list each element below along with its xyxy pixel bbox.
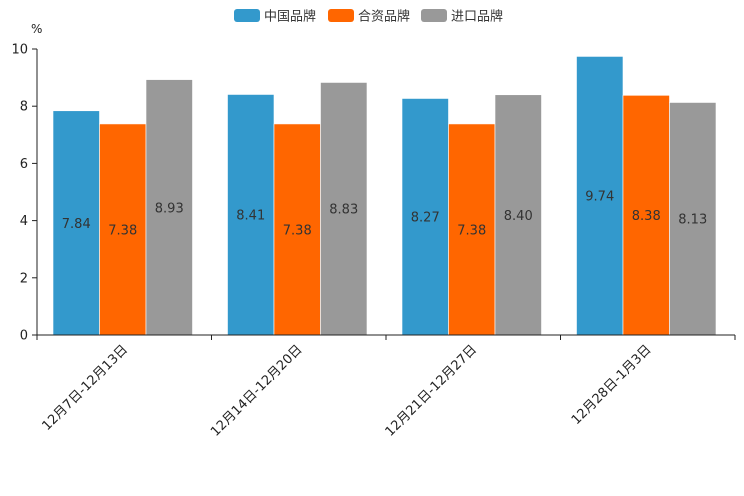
y-tick-label: 6 [20, 157, 28, 172]
x-tick-label: 12月28日-1月3日 [569, 342, 655, 428]
x-axis: 12月7日-12月13日 12月14日-12月20日 12月21日-12月27日 12… [36, 334, 736, 440]
data-label: 8.93 [155, 201, 184, 216]
data-label: 7.38 [283, 223, 312, 238]
bar-3-2[interactable] [320, 82, 368, 336]
data-label: 8.38 [632, 209, 661, 224]
y-tick-label: 8 [20, 100, 28, 115]
bar-2-2[interactable] [273, 123, 321, 336]
data-label: 8.40 [504, 209, 533, 224]
bar-3-3[interactable] [494, 94, 542, 336]
legend: 中国品牌 合资品牌 进口品牌 [234, 9, 503, 25]
bar-3-4[interactable] [669, 102, 717, 336]
data-label: 8.41 [236, 209, 265, 224]
x-tick-label: 12月7日-12月13日 [39, 342, 131, 434]
data-label: 8.83 [329, 203, 358, 218]
bars [52, 56, 717, 336]
legend-swatch-1[interactable] [234, 9, 260, 22]
y-tick-label: 0 [20, 329, 28, 344]
bar-2-3[interactable] [448, 123, 496, 336]
data-label: 7.38 [108, 223, 137, 238]
bar-1-4[interactable] [576, 56, 624, 336]
y-tick-label: 10 [11, 43, 28, 58]
legend-swatch-3[interactable] [421, 9, 447, 22]
y-tick-label: 4 [20, 214, 28, 229]
data-label: 8.27 [411, 211, 440, 226]
y-axis: 0 2 4 6 8 10 [11, 43, 38, 344]
legend-label-3[interactable]: 进口品牌 [451, 9, 503, 25]
legend-swatch-2[interactable] [328, 9, 354, 22]
data-label: 8.13 [678, 213, 707, 228]
x-tick-label: 12月21日-12月27日 [383, 342, 480, 439]
bar-3-1[interactable] [145, 79, 193, 336]
data-label: 9.74 [585, 190, 614, 205]
data-label: 7.38 [457, 223, 486, 238]
bar-2-4[interactable] [622, 95, 670, 336]
bar-1-2[interactable] [227, 94, 275, 336]
legend-label-1[interactable]: 中国品牌 [264, 9, 316, 25]
data-label: 7.84 [62, 217, 91, 232]
bar-1-3[interactable] [401, 98, 449, 336]
y-tick-label: 2 [20, 271, 28, 286]
bar-labels: 7.84 7.38 8.93 8.41 7.38 8.83 8.27 7.38 8.40 9.74… [62, 190, 707, 239]
x-tick-label: 12月14日-12月20日 [208, 342, 305, 439]
y-axis-unit: % [31, 22, 42, 36]
bar-2-1[interactable] [99, 123, 147, 336]
legend-label-2[interactable]: 合资品牌 [358, 9, 410, 25]
